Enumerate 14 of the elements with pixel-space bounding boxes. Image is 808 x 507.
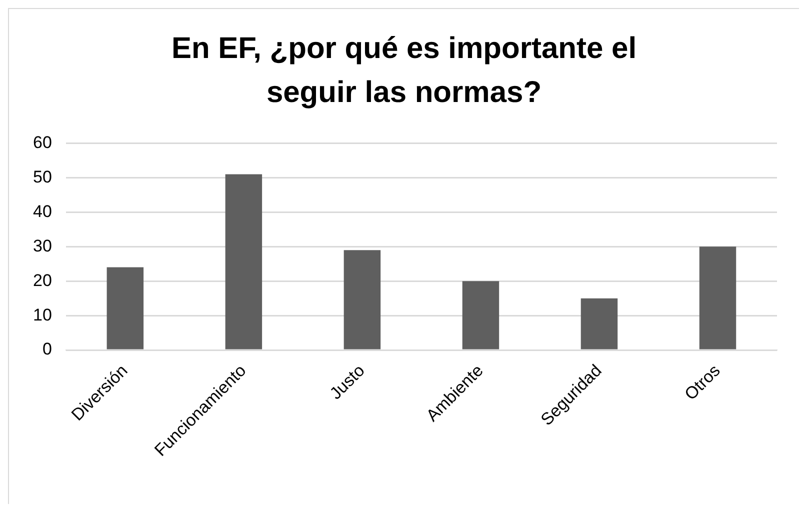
y-tick-label: 40 [32, 202, 52, 221]
y-tick-label: 50 [32, 167, 52, 186]
chart-title: En EF, ¿por qué es importante el seguir las normas? [170, 31, 638, 111]
y-tick-label: 0 [42, 340, 52, 359]
y-tick-label: 60 [32, 132, 52, 152]
bar [580, 298, 618, 350]
y-tick-label: 10 [32, 305, 52, 324]
y-tick-label: 20 [32, 270, 52, 290]
bar [462, 281, 500, 350]
bar [106, 267, 144, 350]
bar [699, 246, 736, 350]
bar [344, 250, 381, 350]
bar [225, 174, 262, 350]
y-tick-label: 30 [32, 236, 52, 256]
